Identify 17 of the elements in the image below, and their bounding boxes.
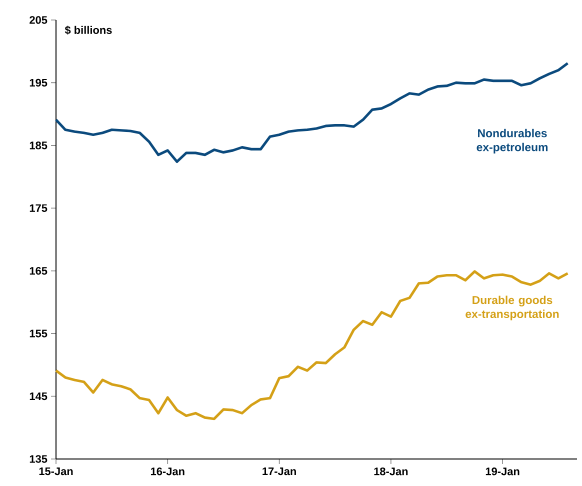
x-tick-label: 16-Jan — [150, 468, 184, 476]
x-tick-label: 18-Jan — [374, 468, 408, 476]
y-tick-label: 195 — [30, 78, 48, 87]
y-tick-label: 135 — [30, 455, 48, 463]
y-tick-label: 175 — [30, 204, 48, 212]
x-tick-label: 17-Jan — [262, 468, 296, 476]
series-label: Durable goods ex-transportation — [466, 296, 559, 320]
y-tick-label: 205 — [30, 16, 48, 24]
line-series — [54, 270, 569, 420]
x-tick-label: 19-Jan — [486, 468, 520, 476]
y-axis-title: $ billions — [64, 26, 112, 35]
x-tick-label: 15-Jan — [39, 468, 73, 476]
y-tick-label: 165 — [30, 266, 48, 275]
y-tick-label: 185 — [30, 142, 48, 150]
y-tick-label: 145 — [30, 392, 48, 400]
text: Nondurables ex-petroleum — [476, 128, 548, 154]
y-tick-label: 155 — [30, 330, 48, 338]
